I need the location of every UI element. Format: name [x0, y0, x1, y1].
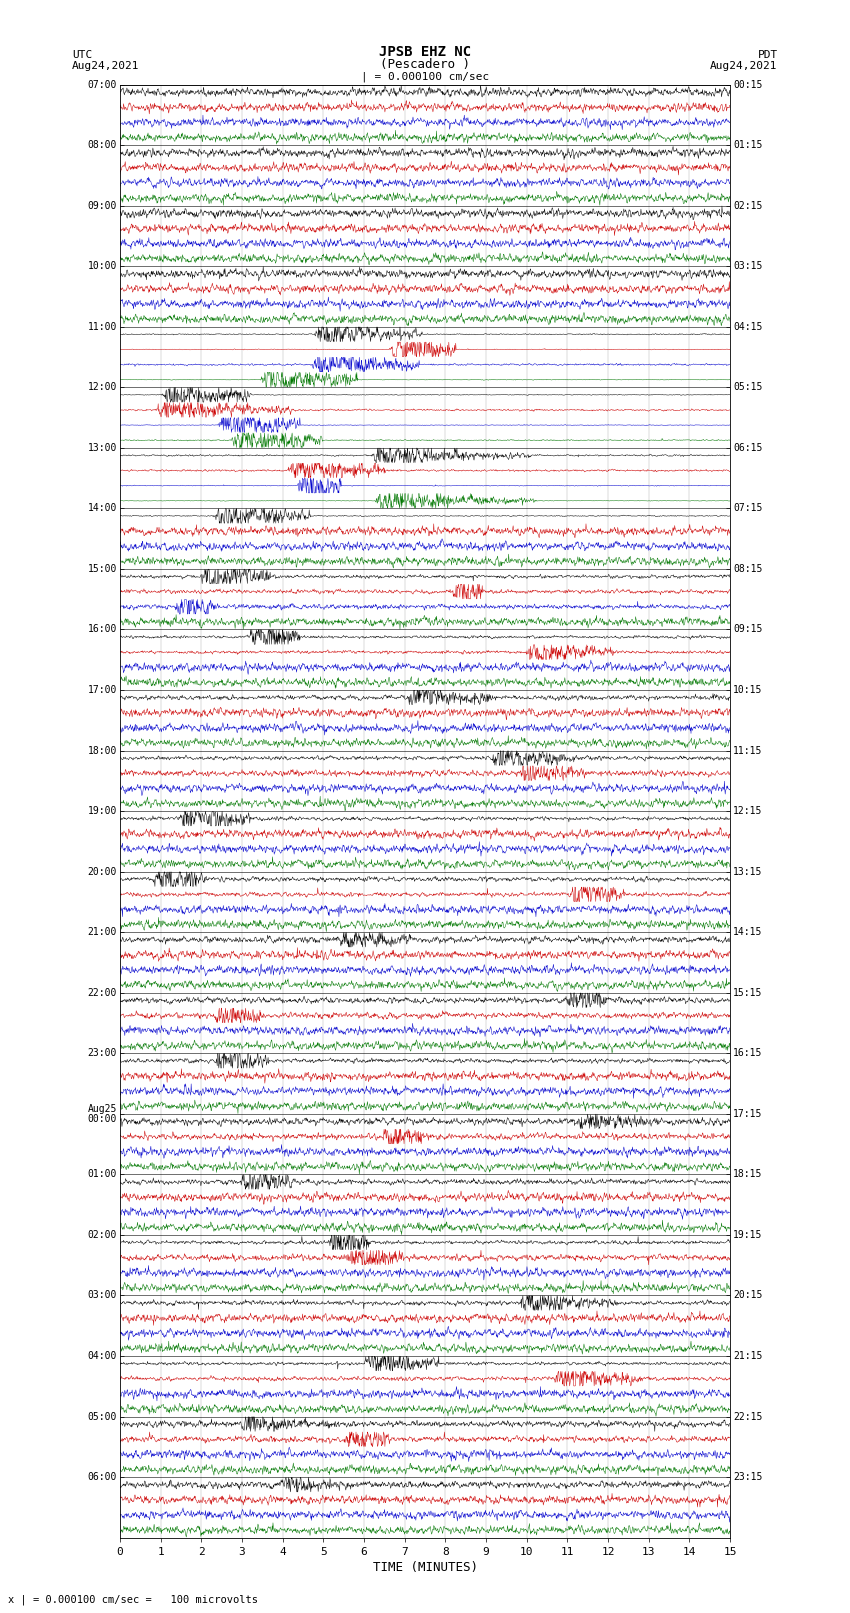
- Text: (Pescadero ): (Pescadero ): [380, 58, 470, 71]
- Text: 01:15: 01:15: [734, 140, 762, 150]
- X-axis label: TIME (MINUTES): TIME (MINUTES): [372, 1561, 478, 1574]
- Text: 17:00: 17:00: [88, 686, 116, 695]
- Text: 16:15: 16:15: [734, 1048, 762, 1058]
- Text: 22:15: 22:15: [734, 1411, 762, 1421]
- Text: 20:15: 20:15: [734, 1290, 762, 1300]
- Text: 11:00: 11:00: [88, 321, 116, 332]
- Text: 02:15: 02:15: [734, 200, 762, 211]
- Text: 00:00: 00:00: [88, 1115, 116, 1124]
- Text: 22:00: 22:00: [88, 987, 116, 998]
- Text: 10:00: 10:00: [88, 261, 116, 271]
- Text: 05:00: 05:00: [88, 1411, 116, 1421]
- Text: 11:15: 11:15: [734, 745, 762, 755]
- Text: 14:00: 14:00: [88, 503, 116, 513]
- Text: | = 0.000100 cm/sec: | = 0.000100 cm/sec: [361, 71, 489, 82]
- Text: 19:15: 19:15: [734, 1229, 762, 1240]
- Text: 21:00: 21:00: [88, 927, 116, 937]
- Text: 06:15: 06:15: [734, 444, 762, 453]
- Text: 18:00: 18:00: [88, 745, 116, 755]
- Text: 10:15: 10:15: [734, 686, 762, 695]
- Text: 00:15: 00:15: [734, 79, 762, 89]
- Text: 07:00: 07:00: [88, 79, 116, 89]
- Text: 13:15: 13:15: [734, 866, 762, 876]
- Text: 02:00: 02:00: [88, 1229, 116, 1240]
- Text: x | = 0.000100 cm/sec =   100 microvolts: x | = 0.000100 cm/sec = 100 microvolts: [8, 1594, 258, 1605]
- Text: JPSB EHZ NC: JPSB EHZ NC: [379, 45, 471, 58]
- Text: 06:00: 06:00: [88, 1473, 116, 1482]
- Text: Aug25: Aug25: [88, 1103, 116, 1115]
- Text: 17:15: 17:15: [734, 1108, 762, 1119]
- Text: 23:15: 23:15: [734, 1473, 762, 1482]
- Text: 09:15: 09:15: [734, 624, 762, 634]
- Text: 15:15: 15:15: [734, 987, 762, 998]
- Text: 16:00: 16:00: [88, 624, 116, 634]
- Text: 20:00: 20:00: [88, 866, 116, 876]
- Text: 18:15: 18:15: [734, 1169, 762, 1179]
- Text: PDT: PDT: [757, 50, 778, 60]
- Text: 01:00: 01:00: [88, 1169, 116, 1179]
- Text: Aug24,2021: Aug24,2021: [72, 61, 139, 71]
- Text: 05:15: 05:15: [734, 382, 762, 392]
- Text: 08:00: 08:00: [88, 140, 116, 150]
- Text: 09:00: 09:00: [88, 200, 116, 211]
- Text: 13:00: 13:00: [88, 444, 116, 453]
- Text: 12:00: 12:00: [88, 382, 116, 392]
- Text: 21:15: 21:15: [734, 1352, 762, 1361]
- Text: 14:15: 14:15: [734, 927, 762, 937]
- Text: 23:00: 23:00: [88, 1048, 116, 1058]
- Text: Aug24,2021: Aug24,2021: [711, 61, 778, 71]
- Text: 15:00: 15:00: [88, 565, 116, 574]
- Text: 19:00: 19:00: [88, 806, 116, 816]
- Text: 08:15: 08:15: [734, 565, 762, 574]
- Text: 12:15: 12:15: [734, 806, 762, 816]
- Text: 04:00: 04:00: [88, 1352, 116, 1361]
- Text: 04:15: 04:15: [734, 321, 762, 332]
- Text: 07:15: 07:15: [734, 503, 762, 513]
- Text: UTC: UTC: [72, 50, 93, 60]
- Text: 03:00: 03:00: [88, 1290, 116, 1300]
- Text: 03:15: 03:15: [734, 261, 762, 271]
